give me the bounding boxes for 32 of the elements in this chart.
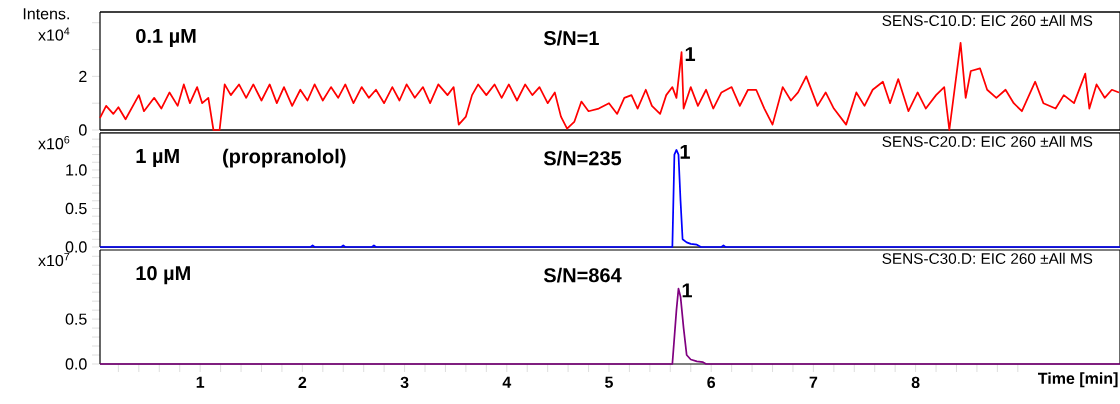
y-tick-label: 0.0 xyxy=(65,241,87,253)
annotation: S/N=1 xyxy=(543,30,599,46)
annotation: SENS-C30.D: EIC 260 ±All MS xyxy=(882,252,1093,264)
annotation: 1 xyxy=(680,144,690,159)
y-tick-label: 0.0 xyxy=(65,358,87,370)
y-tick-label: 1.0 xyxy=(66,164,87,176)
annotation: 10 µM xyxy=(136,266,190,285)
y-tick-label: 0.5 xyxy=(65,313,87,325)
annotation: S/N=235 xyxy=(543,150,622,166)
annotation: (propranolol) xyxy=(223,148,346,168)
annotation: 0.1 µM xyxy=(136,28,196,48)
y-tick-label: 0.5 xyxy=(65,202,87,215)
annotation: SENS-C20.D: EIC 260 ±All MS xyxy=(882,135,1093,147)
x-tick-label: 8 xyxy=(911,376,920,389)
x-tick-label: 6 xyxy=(707,376,716,389)
x-axis-title: Time [min] xyxy=(1038,372,1118,388)
annotation: S/N=864 xyxy=(543,267,622,283)
x-tick-label: 4 xyxy=(502,376,512,388)
y-axis-title: Intens. x10$^{4}$ xyxy=(23,8,70,41)
y-axis-title: x10$^{6}$ xyxy=(38,135,70,150)
annotation: 1 xyxy=(685,47,696,61)
annotation: SENS-C10.D: EIC 260 ±All MS xyxy=(882,14,1093,27)
y-tick-label: 0 xyxy=(79,124,87,136)
x-tick-label: 5 xyxy=(605,376,613,388)
x-tick-label: 7 xyxy=(809,376,818,388)
y-axis-title: x10$^{7}$ xyxy=(38,252,70,267)
x-tick-label: 3 xyxy=(400,376,409,389)
x-tick-label: 2 xyxy=(298,376,307,388)
y-tick-label: 2 xyxy=(79,70,87,82)
x-tick-label: 1 xyxy=(196,376,205,388)
annotation: 1 xyxy=(682,283,692,298)
annotation: 1 µM xyxy=(136,149,179,168)
